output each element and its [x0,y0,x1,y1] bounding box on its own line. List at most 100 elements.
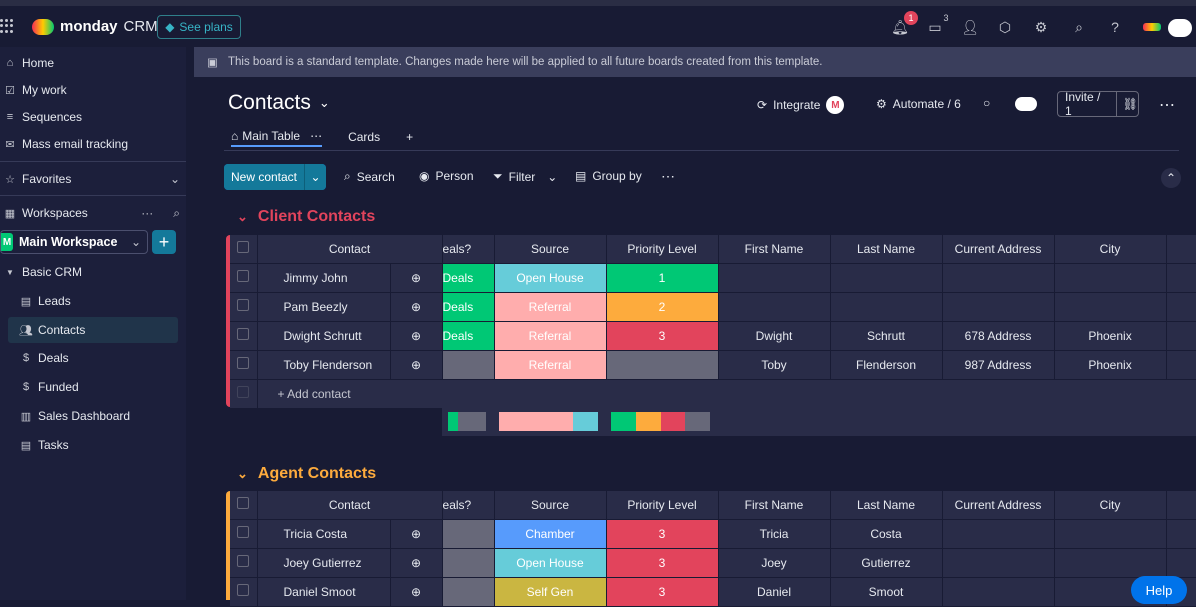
automate-button[interactable]: ⚙ Automate / 6 [876,97,961,111]
priority-status[interactable]: 3 [606,519,719,549]
table-row[interactable]: Tricia Costa ⊕ Chamber 3 Tricia Costa [230,519,1196,549]
link-icon[interactable]: ⛓ [1115,92,1138,116]
city-cell[interactable] [1054,519,1167,549]
last-name-cell[interactable]: Gutierrez [830,548,943,578]
contact-name[interactable]: Dwight Schrutt [257,321,391,351]
search-icon[interactable]: ⌕ [1075,18,1083,35]
column-header[interactable]: Contact [257,491,443,520]
priority-status[interactable] [606,350,719,380]
contact-name[interactable]: Toby Flenderson [257,350,391,380]
more-icon[interactable]: ⋯ [310,129,323,143]
sidebar-workspaces[interactable]: ▦ Workspaces ··· ⌕ [4,205,180,221]
integrate-button[interactable]: ⟳ Integrate M [757,96,845,114]
priority-status[interactable]: 3 [606,548,719,578]
column-header[interactable]: Priority Level [606,235,719,264]
deals-cell[interactable] [442,577,495,607]
column-header[interactable]: First Name [718,235,831,264]
filter-button[interactable]: ⏷ Filter ⌄ [493,169,558,184]
table-row[interactable]: Pam Beezly ⊕ Deals Referral 2 [230,292,1196,322]
see-plans-button[interactable]: ◆ See plans [157,15,241,39]
select-all-checkbox[interactable] [230,235,258,264]
inbox-icon[interactable]: ▭ [928,18,942,35]
sidebar-item-my-work[interactable]: ☑ My work [5,83,67,97]
tab-main-table[interactable]: ⌂ Main Table ⋯ [231,127,323,147]
add-update-icon[interactable]: ⊕ [390,519,443,549]
city-cell[interactable] [1054,292,1167,322]
account-avatar[interactable] [1168,19,1192,37]
column-header[interactable]: City [1054,491,1167,520]
board-title[interactable]: Contacts ⌄ [228,91,330,114]
last-name-cell[interactable] [830,292,943,322]
group-title[interactable]: ⌄ Agent Contacts [237,465,377,482]
chevron-down-icon[interactable]: ⌄ [547,169,558,184]
more-icon[interactable]: ··· [141,206,154,220]
add-workspace-item-button[interactable]: + [152,230,176,254]
city-cell[interactable]: Phoenix [1054,321,1167,351]
column-header[interactable]: Priority Level [606,491,719,520]
source-status[interactable]: Open House [494,548,607,578]
last-name-cell[interactable]: Schrutt [830,321,943,351]
help-icon[interactable]: ? [1111,19,1119,35]
column-header[interactable]: Source [494,235,607,264]
notifications-icon[interactable]: 🔔︎ [891,18,909,35]
city-cell[interactable] [1054,548,1167,578]
city-cell[interactable] [1054,263,1167,293]
contact-name[interactable]: Daniel Smoot [257,577,391,607]
folder-basic-crm[interactable]: ▼ Basic CRM [0,259,82,285]
column-header[interactable]: Current Address [942,491,1055,520]
column-header[interactable]: Contact [257,235,443,264]
table-row[interactable]: Jimmy John ⊕ Deals Open House 1 [230,263,1196,293]
group-title[interactable]: ⌄ Client Contacts [237,208,376,225]
column-header[interactable]: Last Name [830,235,943,264]
invite-button[interactable]: Invite / 1 ⛓ [1057,90,1139,118]
source-status[interactable]: Chamber [494,519,607,549]
help-button[interactable]: Help [1131,576,1187,604]
comments-icon[interactable]: ○ [983,96,991,110]
source-status[interactable]: Referral [494,292,607,322]
sidebar-item-funded[interactable]: $ Funded [16,374,79,400]
address-cell[interactable] [942,548,1055,578]
avatar[interactable] [1015,97,1037,111]
search-button[interactable]: ⌕ Search [344,169,395,184]
address-cell[interactable] [942,577,1055,607]
column-header[interactable]: Source [494,491,607,520]
sidebar-item-tasks[interactable]: ▤ Tasks [20,438,69,452]
sidebar-item-sequences[interactable]: ≡ Sequences [0,104,82,130]
settings-icon[interactable]: ⚙ [1034,18,1048,35]
first-name-cell[interactable]: Joey [718,548,831,578]
contact-name[interactable]: Jimmy John [257,263,391,293]
last-name-cell[interactable]: Smoot [830,577,943,607]
add-view-button[interactable]: + [406,130,414,144]
sidebar-item-deals[interactable]: $ Deals [16,345,69,371]
add-item-row[interactable]: + Add contact [230,379,1196,409]
first-name-cell[interactable] [718,263,831,293]
contact-name[interactable]: Joey Gutierrez [257,548,391,578]
add-update-icon[interactable]: ⊕ [390,263,443,293]
deals-cell[interactable]: Deals [442,321,495,351]
table-row[interactable]: Daniel Smoot ⊕ Self Gen 3 Daniel Smoot [230,577,1196,607]
apps-icon[interactable]: ⬡ [998,18,1012,35]
column-header[interactable]: City [1054,235,1167,264]
column-header[interactable]: First Name [718,491,831,520]
last-name-cell[interactable] [830,263,943,293]
tab-cards[interactable]: Cards [348,130,381,144]
search-icon[interactable]: ⌕ [173,205,180,220]
table-row[interactable]: Joey Gutierrez ⊕ Open House 3 Joey Gutie… [230,548,1196,578]
priority-status[interactable]: 2 [606,292,719,322]
workspace-selector[interactable]: M Main Workspace ⌄ [0,230,148,254]
column-header[interactable]: eals? [442,235,495,264]
deals-cell[interactable]: Deals [442,263,495,293]
row-checkbox[interactable] [230,292,258,322]
column-header[interactable]: Current Address [942,235,1055,264]
first-name-cell[interactable]: Dwight [718,321,831,351]
deals-cell[interactable]: Deals [442,292,495,322]
contact-name[interactable]: Tricia Costa [257,519,391,549]
row-checkbox[interactable] [230,548,258,578]
app-switcher-icon[interactable] [0,19,14,33]
new-contact-button[interactable]: New contact ⌄ [224,164,326,190]
chevron-down-icon[interactable]: ⌄ [237,209,248,224]
invite-members-icon[interactable]: 👤︎ [961,18,979,35]
priority-status[interactable]: 1 [606,263,719,293]
add-contact-button[interactable]: + Add contact [257,379,1196,409]
sidebar-item-contacts[interactable]: 👥︎ Contacts [8,317,178,343]
